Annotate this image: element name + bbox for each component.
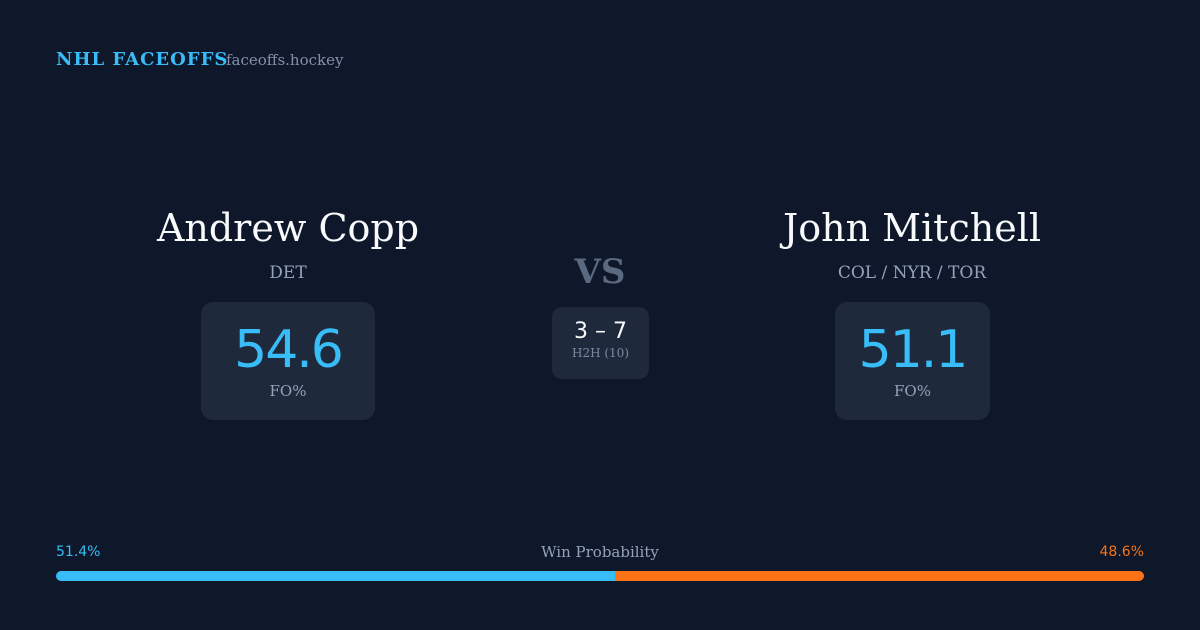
player-name: John Mitchell — [782, 206, 1042, 250]
fo-label: FO% — [894, 382, 931, 400]
fo-card: 54.6 FO% — [201, 302, 375, 420]
win-prob-bar — [56, 571, 1144, 581]
bar-segment — [56, 571, 616, 581]
player-team: COL / NYR / TOR — [837, 263, 987, 283]
win-prob-left: 51.4% — [56, 544, 101, 560]
fo-value: 54.6 — [234, 320, 344, 380]
player-team: DET — [269, 263, 307, 283]
player-name: Andrew Copp — [156, 206, 420, 250]
vs: VS — [574, 252, 626, 292]
h2h-card: 3 – 7 H2H (10) — [552, 307, 649, 379]
h2h-label: H2H (10) — [571, 346, 629, 360]
win-prob-title: Win Probability — [541, 543, 659, 561]
h2h-score: 3 – 7 — [574, 319, 627, 344]
win-prob-right: 48.6% — [1099, 544, 1144, 560]
fo-card: 51.1 FO% — [835, 302, 990, 420]
fo-value: 51.1 — [858, 320, 969, 380]
bar-segment — [615, 571, 1144, 581]
fo-label: FO% — [269, 382, 307, 400]
brand: NHL FACEOFFS — [56, 49, 229, 70]
site-url: faceoffs.hockey — [226, 51, 344, 69]
